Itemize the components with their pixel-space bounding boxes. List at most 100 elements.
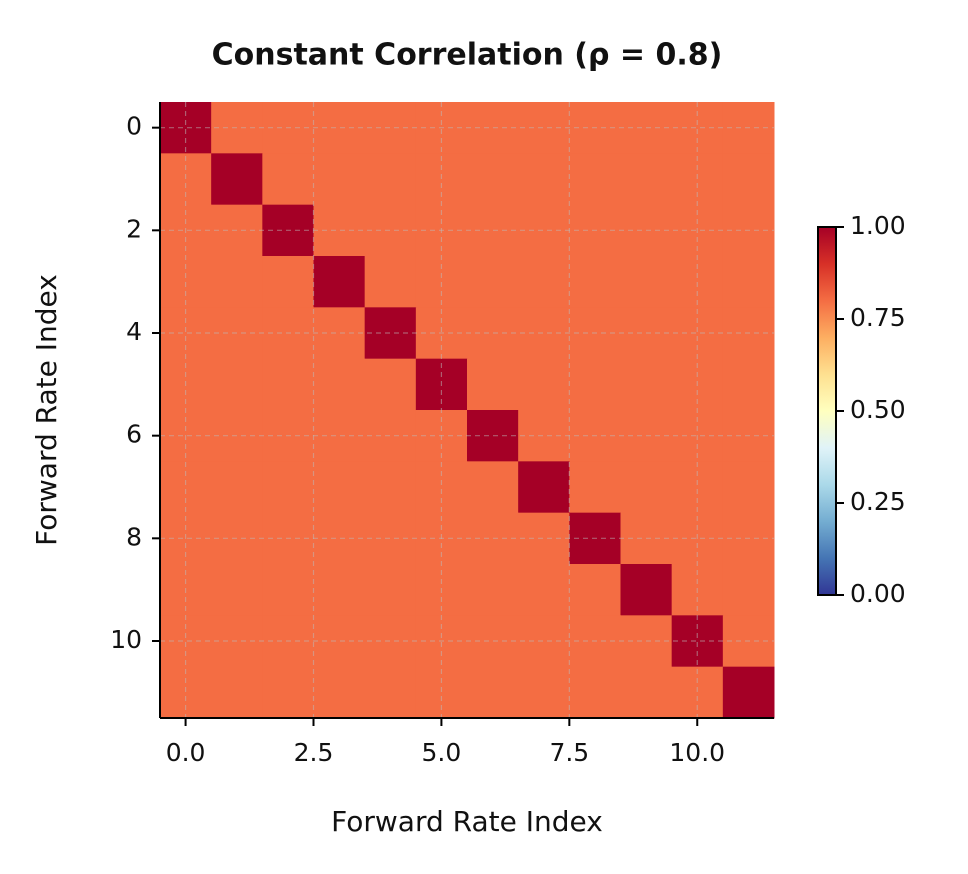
heatmap-cell xyxy=(467,102,519,154)
heatmap-cell xyxy=(722,358,775,411)
heatmap-cell xyxy=(722,153,775,206)
heatmap-cell xyxy=(364,102,417,154)
heatmap-cell xyxy=(518,666,570,719)
heatmap-cell xyxy=(722,461,775,514)
y-tick-label: 8 xyxy=(126,522,142,551)
heatmap-cell xyxy=(620,256,673,308)
heatmap-cell xyxy=(569,666,621,719)
heatmap-cell xyxy=(364,564,417,616)
heatmap-cell xyxy=(671,102,724,154)
heatmap-cell xyxy=(518,256,570,308)
heatmap-cell xyxy=(364,256,417,308)
heatmap-cell xyxy=(262,256,314,308)
heatmap-cell xyxy=(364,204,417,257)
heatmap-cell xyxy=(364,666,417,719)
heatmap-cell xyxy=(313,102,366,154)
colorbar-tick-label: 0.50 xyxy=(850,395,906,424)
heatmap-cell xyxy=(313,615,366,668)
heatmap-cell xyxy=(364,358,417,411)
heatmap-cell xyxy=(313,204,366,257)
heatmap-cell xyxy=(467,615,519,668)
heatmap-cell xyxy=(160,153,212,206)
heatmap-cell xyxy=(671,666,724,719)
heatmap-cell xyxy=(211,256,263,308)
heatmap-cell xyxy=(671,461,724,514)
heatmap-cell xyxy=(518,564,570,616)
heatmap-cell xyxy=(313,256,366,308)
heatmap-cell xyxy=(313,461,366,514)
colorbar xyxy=(817,226,837,596)
heatmap-cell xyxy=(364,512,417,565)
heatmap-cell xyxy=(313,666,366,719)
x-tick-label: 5.0 xyxy=(422,738,462,767)
heatmap-cell xyxy=(364,153,417,206)
heatmap-cell xyxy=(364,410,417,462)
heatmap-cell xyxy=(160,461,212,514)
heatmap-cell xyxy=(722,666,775,719)
heatmap-cell xyxy=(518,410,570,462)
heatmap-cell xyxy=(518,102,570,154)
heatmap-cell xyxy=(262,666,314,719)
heatmap-cell xyxy=(518,153,570,206)
heatmap-cell xyxy=(415,461,468,514)
x-tick-label: 7.5 xyxy=(549,738,589,767)
y-tick-label: 4 xyxy=(126,317,142,346)
y-tick-label: 0 xyxy=(126,112,142,141)
heatmap-cell xyxy=(467,461,519,514)
heatmap-cell xyxy=(620,461,673,514)
heatmap-cell xyxy=(415,153,468,206)
heatmap-cell xyxy=(569,461,621,514)
heatmap-cell xyxy=(160,307,212,360)
heatmap-cell xyxy=(518,512,570,565)
heatmap-cell xyxy=(569,358,621,411)
heatmap-cell xyxy=(671,153,724,206)
heatmap-cell xyxy=(467,307,519,360)
heatmap-cell xyxy=(467,204,519,257)
heatmap-cell xyxy=(364,461,417,514)
colorbar-tick-label: 0.25 xyxy=(850,487,906,516)
heatmap-cell xyxy=(569,256,621,308)
heatmap-cell xyxy=(518,307,570,360)
heatmap-cell xyxy=(211,358,263,411)
heatmap-cell xyxy=(262,564,314,616)
heatmap-cell xyxy=(211,461,263,514)
heatmap-cell xyxy=(160,102,212,154)
heatmap-cell xyxy=(415,666,468,719)
heatmap-cell xyxy=(467,358,519,411)
heatmap-cell xyxy=(364,307,417,360)
heatmap-cell xyxy=(262,153,314,206)
heatmap-cell xyxy=(313,307,366,360)
y-tick-label: 2 xyxy=(126,214,142,243)
heatmap-cell xyxy=(313,410,366,462)
heatmap-cell xyxy=(211,153,263,206)
heatmap-cell xyxy=(262,358,314,411)
heatmap-cell xyxy=(313,153,366,206)
heatmap-cell xyxy=(620,358,673,411)
y-axis-label: Forward Rate Index xyxy=(30,274,63,546)
x-tick-label: 0.0 xyxy=(166,738,206,767)
heatmap-cell xyxy=(160,615,212,668)
heatmap-cell xyxy=(620,564,673,616)
heatmap-cell xyxy=(467,410,519,462)
chart-title: Constant Correlation (ρ = 0.8) xyxy=(212,38,723,73)
heatmap-cell xyxy=(313,564,366,616)
heatmap-cell xyxy=(518,461,570,514)
heatmap-cell xyxy=(467,256,519,308)
heatmap-cell xyxy=(467,564,519,616)
heatmap-cell xyxy=(313,358,366,411)
y-tick-label: 10 xyxy=(110,625,142,654)
colorbar-tick-label: 0.75 xyxy=(850,303,906,332)
heatmap-cell xyxy=(313,512,366,565)
heatmap-cell xyxy=(364,615,417,668)
heatmap-cell xyxy=(620,153,673,206)
heatmap-cell xyxy=(671,615,724,668)
heatmap-cell xyxy=(467,666,519,719)
heatmap-cell xyxy=(569,564,621,616)
colorbar-tick-label: 0.00 xyxy=(850,579,906,608)
x-tick-label: 10.0 xyxy=(669,738,725,767)
heatmap-cell xyxy=(569,153,621,206)
x-tick-label: 2.5 xyxy=(294,738,334,767)
x-axis-label: Forward Rate Index xyxy=(331,805,603,838)
heatmap-cell xyxy=(722,256,775,308)
